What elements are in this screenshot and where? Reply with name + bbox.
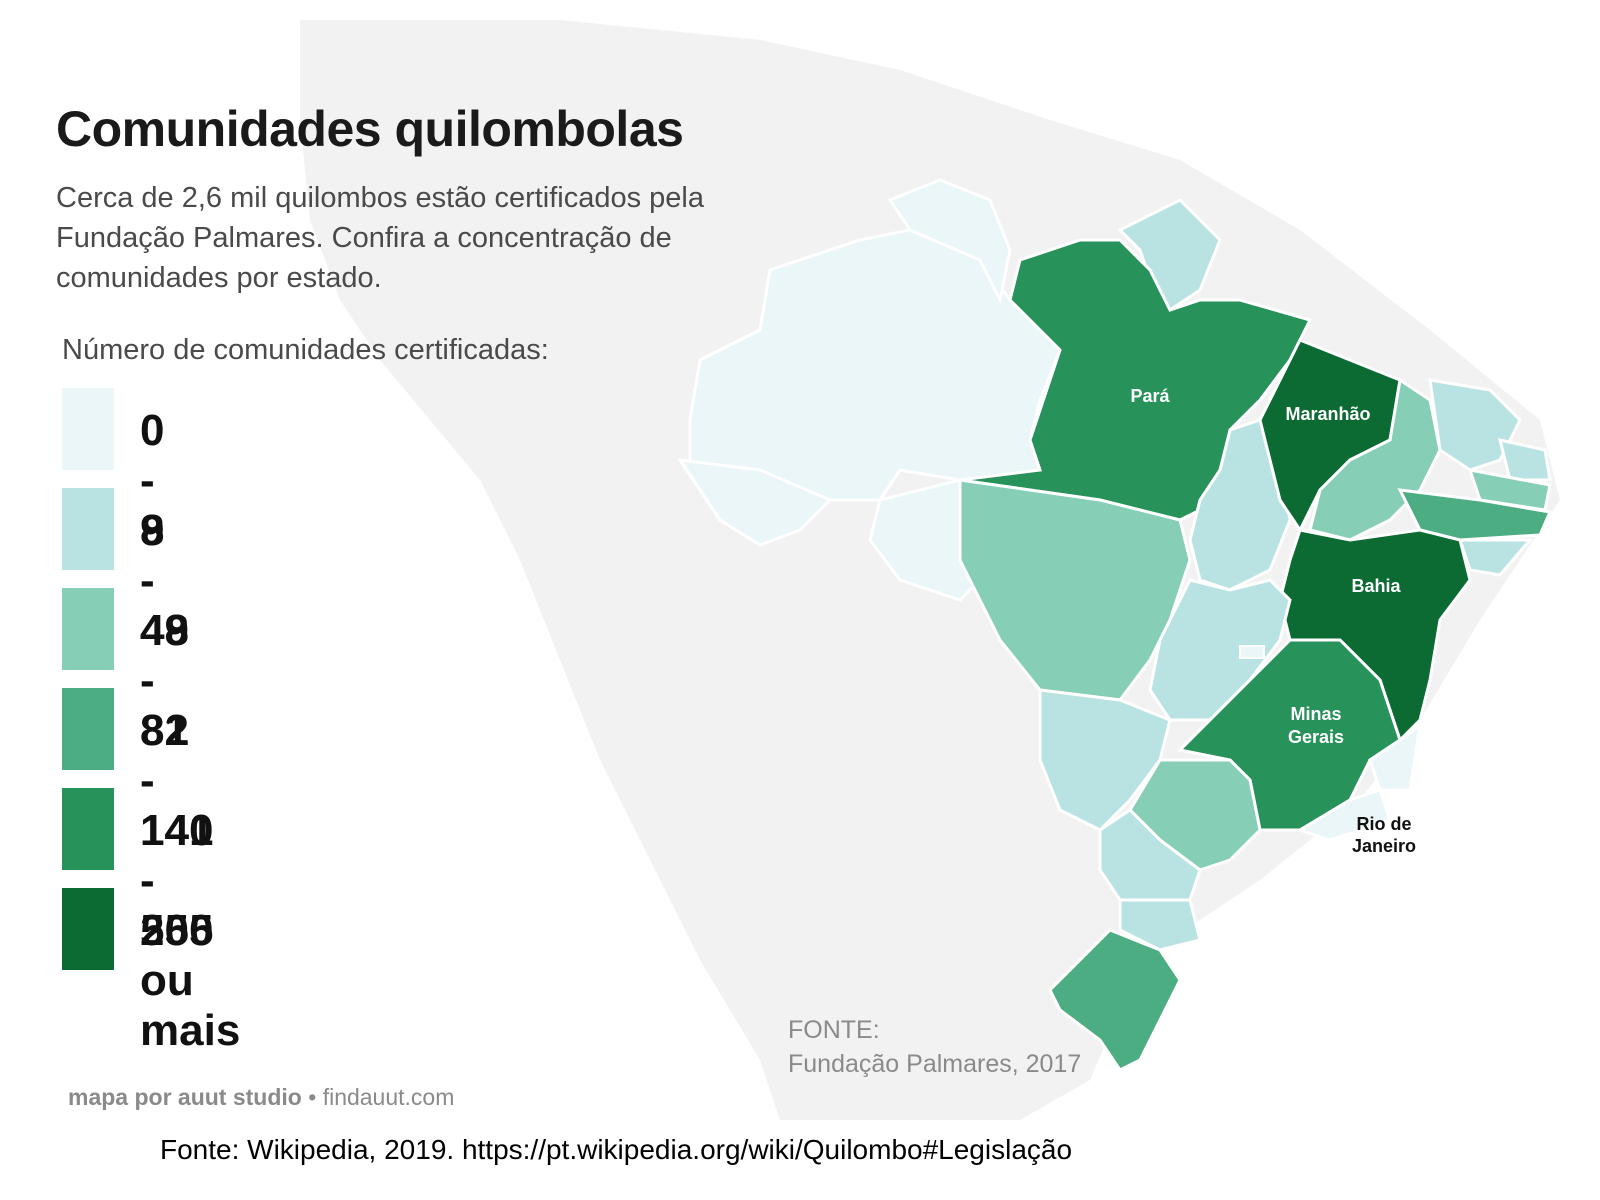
credit-separator: • bbox=[308, 1084, 317, 1110]
legend-label: 9 - 48 bbox=[140, 506, 189, 655]
legend-swatch bbox=[62, 688, 114, 770]
distrito-federal bbox=[1239, 645, 1265, 659]
legend-swatch bbox=[62, 388, 114, 470]
legend-title: Número de comunidades certificadas: bbox=[62, 334, 549, 366]
state-ceara bbox=[1428, 378, 1522, 472]
state-rio-de-janeiro bbox=[1296, 788, 1392, 842]
brazil-map: Pará Maranhão Bahia Minas Gerais Rio de … bbox=[300, 20, 1560, 1120]
legend-swatch bbox=[62, 888, 114, 970]
label-rio-line1: Rio de bbox=[1356, 814, 1411, 834]
legend-swatch bbox=[62, 488, 114, 570]
label-para: Pará bbox=[1130, 386, 1170, 406]
footer-source: Fonte: Wikipedia, 2019. https://pt.wikip… bbox=[160, 1134, 1073, 1165]
credit-brand: mapa por auut studio bbox=[68, 1084, 302, 1110]
legend-label: 141 - 255 bbox=[140, 806, 214, 955]
source-title: FONTE: bbox=[788, 1016, 880, 1044]
legend-swatch bbox=[62, 788, 114, 870]
legend-label: 500 ou mais bbox=[140, 906, 241, 1055]
legend-label: 49 - 81 bbox=[140, 606, 189, 755]
state-roraima bbox=[887, 178, 1012, 305]
state-mato-grosso bbox=[958, 478, 1192, 702]
state-alagoas-sergipe bbox=[1457, 538, 1534, 577]
state-maranhao bbox=[1258, 338, 1402, 533]
label-rio-line2: Janeiro bbox=[1352, 836, 1416, 856]
label-minas-line2: Gerais bbox=[1288, 727, 1344, 747]
state-santa-catarina bbox=[1118, 898, 1202, 952]
legend-swatch bbox=[62, 588, 114, 670]
credit-site: findauut.com bbox=[322, 1084, 455, 1110]
map-title: Comunidades quilombolas bbox=[56, 101, 684, 157]
label-bahia: Bahia bbox=[1351, 576, 1401, 596]
state-mato-grosso-do-sul bbox=[1038, 688, 1172, 832]
credit-line: mapa por auut studio • findauut.com bbox=[68, 1084, 454, 1111]
state-rio-grande-do-sul bbox=[1048, 928, 1182, 1072]
legend-label: 0 - 8 bbox=[140, 406, 165, 555]
state-acre bbox=[676, 458, 833, 547]
source-text: Fundação Palmares, 2017 bbox=[788, 1050, 1082, 1078]
state-espirito-santo bbox=[1368, 721, 1423, 792]
label-maranhao: Maranhão bbox=[1285, 404, 1370, 424]
state-minas-gerais bbox=[1176, 638, 1402, 832]
state-parana bbox=[1098, 808, 1202, 902]
label-minas-line1: Minas bbox=[1290, 704, 1341, 724]
state-para bbox=[959, 238, 1313, 522]
map-subtitle: Cerca de 2,6 mil quilombos estão certifi… bbox=[56, 182, 704, 294]
state-rio-grande-do-norte bbox=[1497, 438, 1552, 482]
legend-label: 82 - 140 bbox=[140, 706, 214, 855]
state-amapa bbox=[1117, 198, 1222, 313]
